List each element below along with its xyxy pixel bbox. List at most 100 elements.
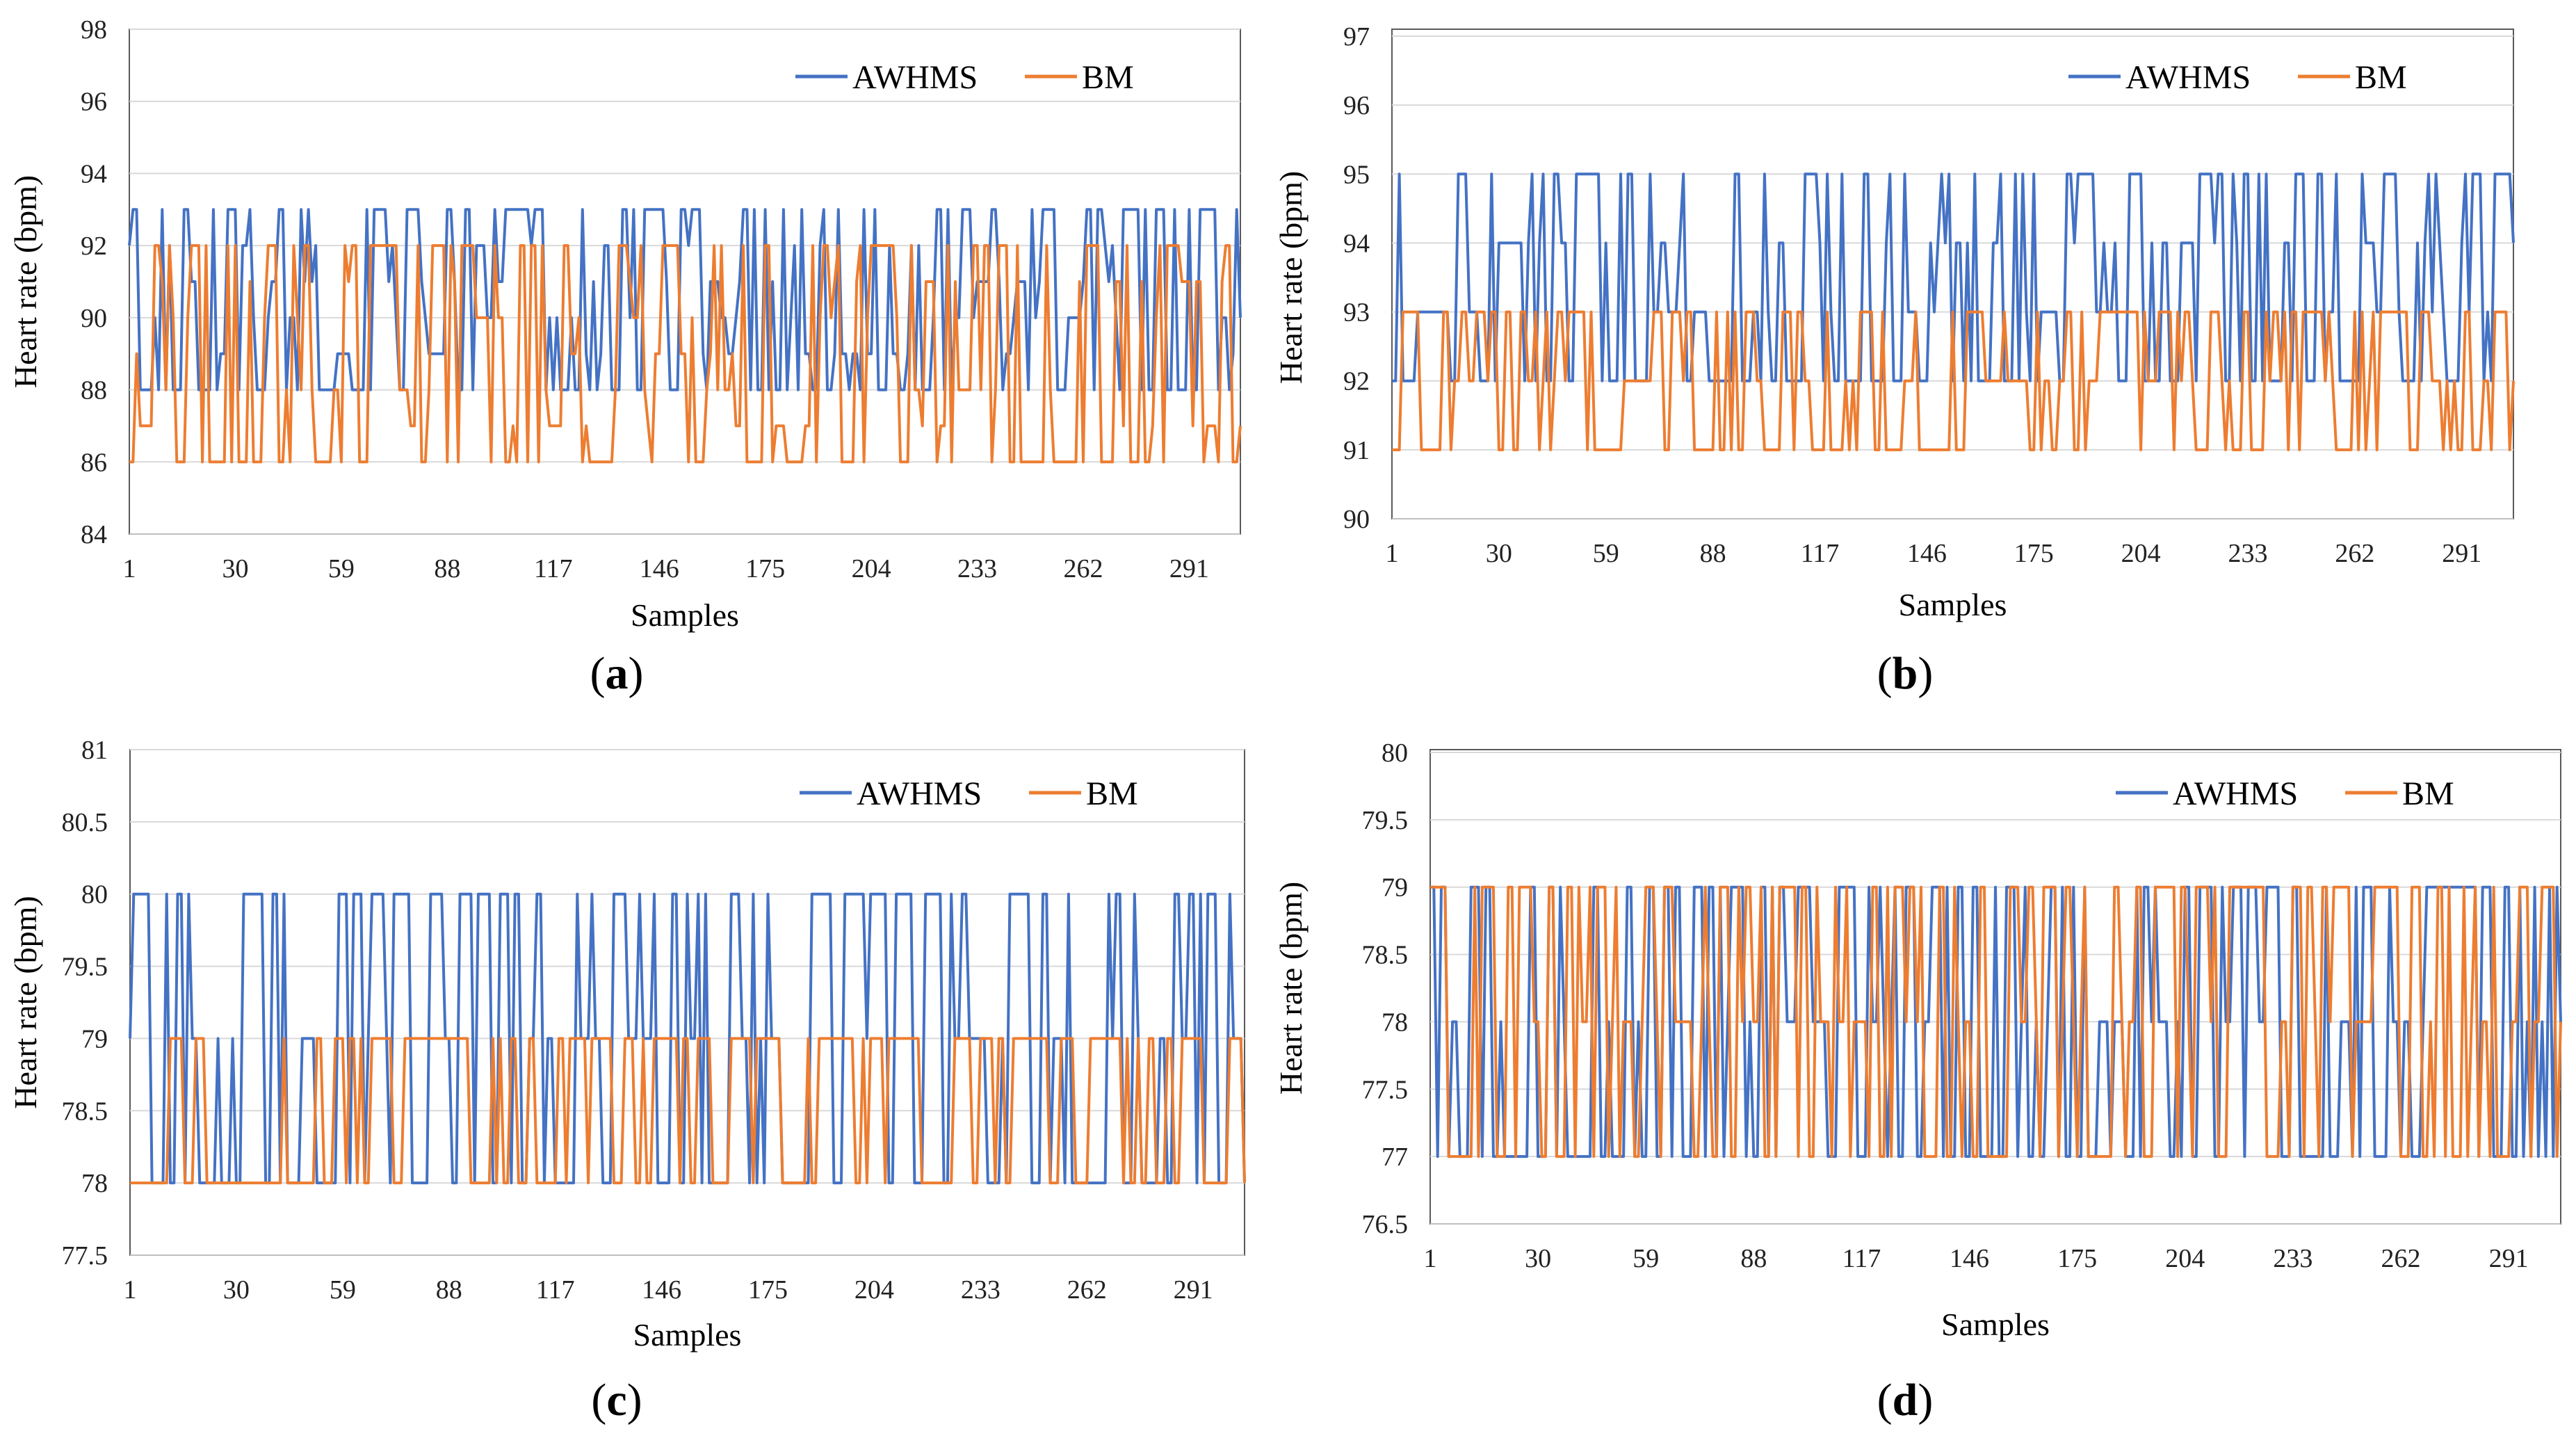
y-tick-label: 91 bbox=[1343, 436, 1370, 465]
x-tick-label: 1 bbox=[1386, 539, 1399, 568]
x-tick-label: 233 bbox=[957, 554, 997, 583]
x-axis-title: Samples bbox=[1899, 587, 2007, 622]
x-tick-label: 117 bbox=[534, 554, 573, 583]
chart-panel-d: 80 79.5 79 78.5 78 77.5 77 76.5 1 30 59 88 117 146 175… bbox=[1273, 738, 2562, 1426]
y-tick-label: 80 bbox=[81, 880, 108, 910]
x-tick-label: 88 bbox=[436, 1275, 462, 1305]
x-tick-label: 30 bbox=[223, 1275, 250, 1305]
legend-label-bm: BM bbox=[2402, 775, 2454, 812]
y-tick-label: 86 bbox=[81, 448, 107, 477]
y-tick-label: 96 bbox=[81, 88, 107, 117]
legend-label-bm: BM bbox=[2355, 59, 2407, 96]
x-axis-title: Samples bbox=[1941, 1307, 2050, 1342]
y-tick-label: 96 bbox=[1343, 91, 1370, 120]
x-tick-label: 146 bbox=[642, 1275, 681, 1305]
x-tick-label: 117 bbox=[1842, 1244, 1881, 1273]
x-tick-label: 59 bbox=[328, 554, 355, 583]
series-line-bm bbox=[129, 244, 1242, 464]
x-tick-label: 175 bbox=[748, 1275, 788, 1305]
x-tick-label: 204 bbox=[2165, 1244, 2205, 1273]
panel-label: (c) bbox=[591, 1375, 642, 1426]
series-line-bm bbox=[1392, 310, 2515, 451]
y-tick-label: 76.5 bbox=[1362, 1210, 1409, 1239]
x-tick-label: 233 bbox=[2273, 1244, 2312, 1273]
y-axis-title: Heart rate (bpm) bbox=[8, 896, 43, 1109]
y-tick-label: 94 bbox=[1343, 229, 1370, 258]
x-tick-label: 117 bbox=[1801, 539, 1840, 568]
y-tick-label: 95 bbox=[1343, 160, 1370, 189]
x-tick-label: 88 bbox=[434, 554, 460, 583]
x-tick-label: 175 bbox=[2057, 1244, 2097, 1273]
x-tick-label: 1 bbox=[1424, 1244, 1437, 1273]
y-tick-label: 90 bbox=[81, 304, 107, 333]
legend-label-awhms: AWHMS bbox=[2125, 59, 2251, 96]
legend-label-bm: BM bbox=[1082, 59, 1134, 96]
x-tick-label: 204 bbox=[852, 554, 891, 583]
y-tick-label: 78 bbox=[81, 1169, 108, 1198]
x-tick-label: 117 bbox=[536, 1275, 575, 1305]
y-tick-label: 94 bbox=[81, 159, 107, 188]
y-tick-label: 77 bbox=[1382, 1143, 1408, 1172]
y-tick-label: 92 bbox=[1343, 367, 1370, 396]
legend-label-awhms: AWHMS bbox=[857, 775, 982, 812]
x-tick-label: 88 bbox=[1700, 539, 1726, 568]
x-tick-label: 262 bbox=[2335, 539, 2374, 568]
x-axis-title: Samples bbox=[633, 1317, 742, 1353]
series-line-bm bbox=[1430, 885, 2562, 1159]
y-tick-label: 88 bbox=[81, 376, 107, 405]
x-tick-label: 88 bbox=[1740, 1244, 1767, 1273]
x-tick-label: 146 bbox=[640, 554, 679, 583]
x-tick-label: 291 bbox=[2489, 1244, 2529, 1273]
y-axis-title: Heart rate (bpm) bbox=[1273, 171, 1309, 385]
panel-label: (d) bbox=[1877, 1375, 1934, 1426]
y-tick-label: 79 bbox=[81, 1024, 108, 1054]
x-tick-label: 291 bbox=[1174, 1275, 1213, 1305]
x-axis-title: Samples bbox=[631, 597, 739, 633]
chart-panel-c: 81 80.5 80 79.5 79 78.5 78 77.5 1 30 59 88 117 146 175… bbox=[8, 736, 1246, 1426]
y-tick-label: 78.5 bbox=[1362, 941, 1409, 970]
y-axis-title: Heart rate (bpm) bbox=[8, 175, 43, 389]
y-tick-label: 77.5 bbox=[1362, 1075, 1409, 1104]
y-axis-title: Heart rate (bpm) bbox=[1273, 882, 1309, 1095]
x-tick-label: 146 bbox=[1950, 1244, 1989, 1273]
x-tick-label: 262 bbox=[2381, 1244, 2421, 1273]
y-tick-label: 97 bbox=[1343, 22, 1370, 51]
x-tick-label: 175 bbox=[2014, 539, 2054, 568]
legend-label-bm: BM bbox=[1086, 775, 1138, 812]
y-tick-label: 80 bbox=[1382, 738, 1408, 768]
legend-label-awhms: AWHMS bbox=[2173, 775, 2298, 812]
x-tick-label: 204 bbox=[2121, 539, 2161, 568]
y-tick-label: 98 bbox=[81, 15, 107, 45]
x-tick-label: 30 bbox=[1525, 1244, 1551, 1273]
y-tick-label: 79 bbox=[1382, 873, 1408, 903]
y-tick-label: 80.5 bbox=[62, 808, 108, 837]
x-tick-label: 30 bbox=[1486, 539, 1512, 568]
x-tick-label: 59 bbox=[330, 1275, 356, 1305]
y-tick-label: 79.5 bbox=[62, 953, 108, 982]
x-tick-label: 291 bbox=[2442, 539, 2481, 568]
x-tick-label: 59 bbox=[1593, 539, 1619, 568]
legend-label-awhms: AWHMS bbox=[852, 59, 978, 96]
y-tick-label: 84 bbox=[81, 520, 107, 549]
y-tick-label: 78 bbox=[1382, 1008, 1408, 1037]
x-tick-label: 1 bbox=[123, 554, 136, 583]
chart-panel-b: 97 96 95 94 93 92 91 90 1 30 59 88 117 146 175 204 233 26… bbox=[1273, 22, 2515, 699]
chart-panel-a: 98 96 94 92 90 88 86 84 1 30 59 88 117 146 175 204 233 26… bbox=[8, 15, 1242, 699]
series-line-bm bbox=[130, 1037, 1246, 1185]
y-tick-label: 93 bbox=[1343, 298, 1370, 328]
x-tick-label: 1 bbox=[124, 1275, 137, 1305]
x-tick-label: 262 bbox=[1067, 1275, 1107, 1305]
x-tick-label: 204 bbox=[854, 1275, 894, 1305]
y-tick-label: 78.5 bbox=[62, 1097, 108, 1126]
y-tick-label: 79.5 bbox=[1362, 806, 1409, 835]
x-tick-label: 30 bbox=[222, 554, 248, 583]
x-tick-label: 59 bbox=[1633, 1244, 1659, 1273]
x-tick-label: 291 bbox=[1169, 554, 1209, 583]
x-tick-label: 175 bbox=[745, 554, 785, 583]
y-tick-label: 92 bbox=[81, 232, 107, 261]
panel-label: (a) bbox=[590, 648, 644, 699]
x-tick-label: 233 bbox=[2228, 539, 2267, 568]
y-tick-label: 77.5 bbox=[62, 1241, 108, 1270]
panel-label: (b) bbox=[1877, 648, 1934, 699]
